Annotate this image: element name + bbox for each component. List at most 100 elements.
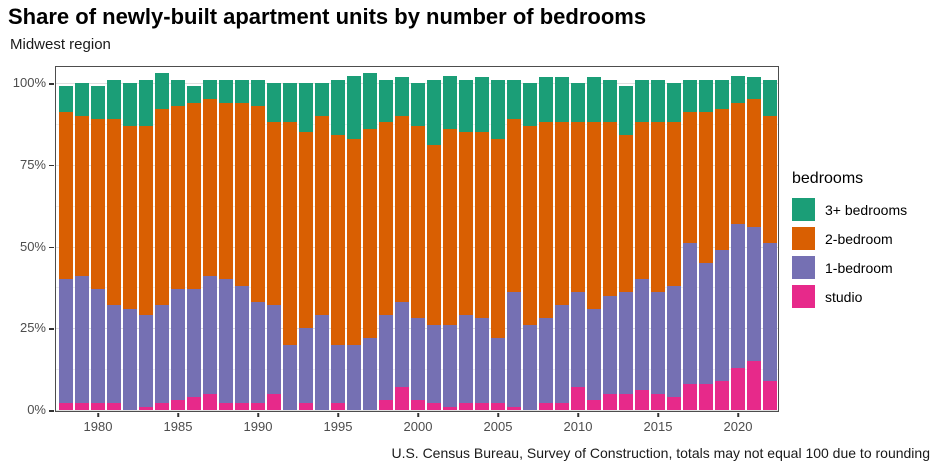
segment-3+ bedrooms bbox=[235, 79, 249, 103]
segment-1-bedroom bbox=[347, 344, 361, 410]
legend-title: bedrooms bbox=[792, 170, 864, 187]
y-axis-label: 25% bbox=[19, 320, 46, 336]
segment-2-bedroom bbox=[219, 102, 233, 280]
segment-3+ bedrooms bbox=[427, 79, 441, 146]
segment-2-bedroom bbox=[411, 125, 425, 319]
segment-3+ bedrooms bbox=[411, 83, 425, 126]
segment-2-bedroom bbox=[443, 128, 457, 325]
gridline-major bbox=[55, 410, 779, 411]
bar-2019 bbox=[715, 79, 729, 410]
x-cell-2022 bbox=[763, 413, 777, 441]
segment-2-bedroom bbox=[491, 138, 505, 339]
segment-2-bedroom bbox=[363, 128, 377, 339]
x-cell-2010: 2010 bbox=[564, 413, 592, 441]
x-axis-label: 1980 bbox=[83, 419, 113, 434]
segment-3+ bedrooms bbox=[603, 79, 617, 123]
segment-1-bedroom bbox=[427, 325, 441, 404]
x-cell-1990: 1990 bbox=[244, 413, 272, 441]
x-cell-2002 bbox=[443, 413, 457, 441]
x-tick-mark bbox=[577, 413, 579, 417]
x-axis-label: 2020 bbox=[723, 419, 753, 434]
segment-1-bedroom bbox=[251, 302, 265, 404]
segment-2-bedroom bbox=[187, 102, 201, 290]
segment-studio bbox=[731, 367, 745, 410]
segment-1-bedroom bbox=[683, 243, 697, 384]
y-tick-mark bbox=[49, 83, 54, 85]
segment-2-bedroom bbox=[347, 138, 361, 345]
x-cell-1988 bbox=[219, 413, 233, 441]
segment-2-bedroom bbox=[123, 125, 137, 309]
bar-2002 bbox=[443, 76, 457, 410]
segment-studio bbox=[491, 403, 505, 410]
segment-2-bedroom bbox=[523, 125, 537, 325]
x-cell-2008 bbox=[539, 413, 553, 441]
segment-2-bedroom bbox=[731, 102, 745, 224]
segment-2-bedroom bbox=[315, 115, 329, 316]
legend-swatch bbox=[792, 227, 815, 250]
y-axis-label: 75% bbox=[19, 156, 46, 172]
segment-2-bedroom bbox=[683, 112, 697, 244]
segment-3+ bedrooms bbox=[539, 76, 553, 123]
bar-1994 bbox=[315, 83, 329, 410]
segment-2-bedroom bbox=[283, 122, 297, 345]
legend-item: 2-bedroom bbox=[792, 227, 934, 250]
bar-1986 bbox=[187, 86, 201, 410]
bar-1990 bbox=[251, 79, 265, 410]
segment-3+ bedrooms bbox=[59, 86, 73, 113]
segment-3+ bedrooms bbox=[331, 79, 345, 136]
legend-label: 1-bedroom bbox=[825, 259, 893, 276]
segment-1-bedroom bbox=[411, 318, 425, 401]
segment-3+ bedrooms bbox=[619, 86, 633, 136]
segment-2-bedroom bbox=[171, 105, 185, 290]
segment-2-bedroom bbox=[139, 125, 153, 316]
x-tick-mark bbox=[97, 413, 99, 417]
segment-3+ bedrooms bbox=[667, 83, 681, 123]
x-tick-mark bbox=[177, 413, 179, 417]
legend: bedrooms 3+ bedrooms 2-bedroom 1-bedroom st… bbox=[792, 170, 934, 308]
bar-2001 bbox=[427, 79, 441, 410]
bar-2018 bbox=[699, 79, 713, 410]
x-cell-1996 bbox=[347, 413, 361, 441]
x-tick-mark bbox=[737, 413, 739, 417]
segment-3+ bedrooms bbox=[363, 73, 377, 129]
segment-1-bedroom bbox=[363, 338, 377, 410]
bar-1988 bbox=[219, 79, 233, 410]
bars bbox=[55, 66, 779, 412]
legend-swatch bbox=[792, 285, 815, 308]
bar-2008 bbox=[539, 76, 553, 410]
chart-title: Share of newly-built apartment units by … bbox=[8, 4, 647, 29]
segment-2-bedroom bbox=[715, 109, 729, 250]
segment-3+ bedrooms bbox=[379, 79, 393, 123]
segment-studio bbox=[299, 403, 313, 410]
legend-swatch bbox=[792, 256, 815, 279]
segment-1-bedroom bbox=[75, 275, 89, 404]
segment-1-bedroom bbox=[331, 344, 345, 404]
bar-2015 bbox=[651, 79, 665, 410]
segment-2-bedroom bbox=[235, 102, 249, 286]
segment-3+ bedrooms bbox=[459, 79, 473, 133]
segment-studio bbox=[571, 387, 585, 410]
segment-1-bedroom bbox=[203, 275, 217, 394]
bar-2021 bbox=[747, 76, 761, 410]
segment-2-bedroom bbox=[331, 135, 345, 345]
legend-item: studio bbox=[792, 285, 934, 308]
x-cell-1987 bbox=[203, 413, 217, 441]
segment-2-bedroom bbox=[75, 115, 89, 276]
x-tick-mark bbox=[417, 413, 419, 417]
segment-2-bedroom bbox=[555, 122, 569, 306]
segment-1-bedroom bbox=[171, 289, 185, 401]
bar-1993 bbox=[299, 83, 313, 410]
y-tick-mark bbox=[49, 164, 54, 167]
bar-2007 bbox=[523, 83, 537, 410]
segment-2-bedroom bbox=[395, 115, 409, 303]
segment-3+ bedrooms bbox=[763, 79, 777, 116]
segment-studio bbox=[683, 383, 697, 410]
segment-2-bedroom bbox=[459, 132, 473, 316]
segment-studio bbox=[395, 387, 409, 410]
bar-1978 bbox=[59, 86, 73, 410]
x-cell-1978 bbox=[59, 413, 73, 441]
bar-1989 bbox=[235, 79, 249, 410]
segment-2-bedroom bbox=[587, 122, 601, 309]
segment-1-bedroom bbox=[603, 295, 617, 394]
segment-studio bbox=[715, 380, 729, 410]
